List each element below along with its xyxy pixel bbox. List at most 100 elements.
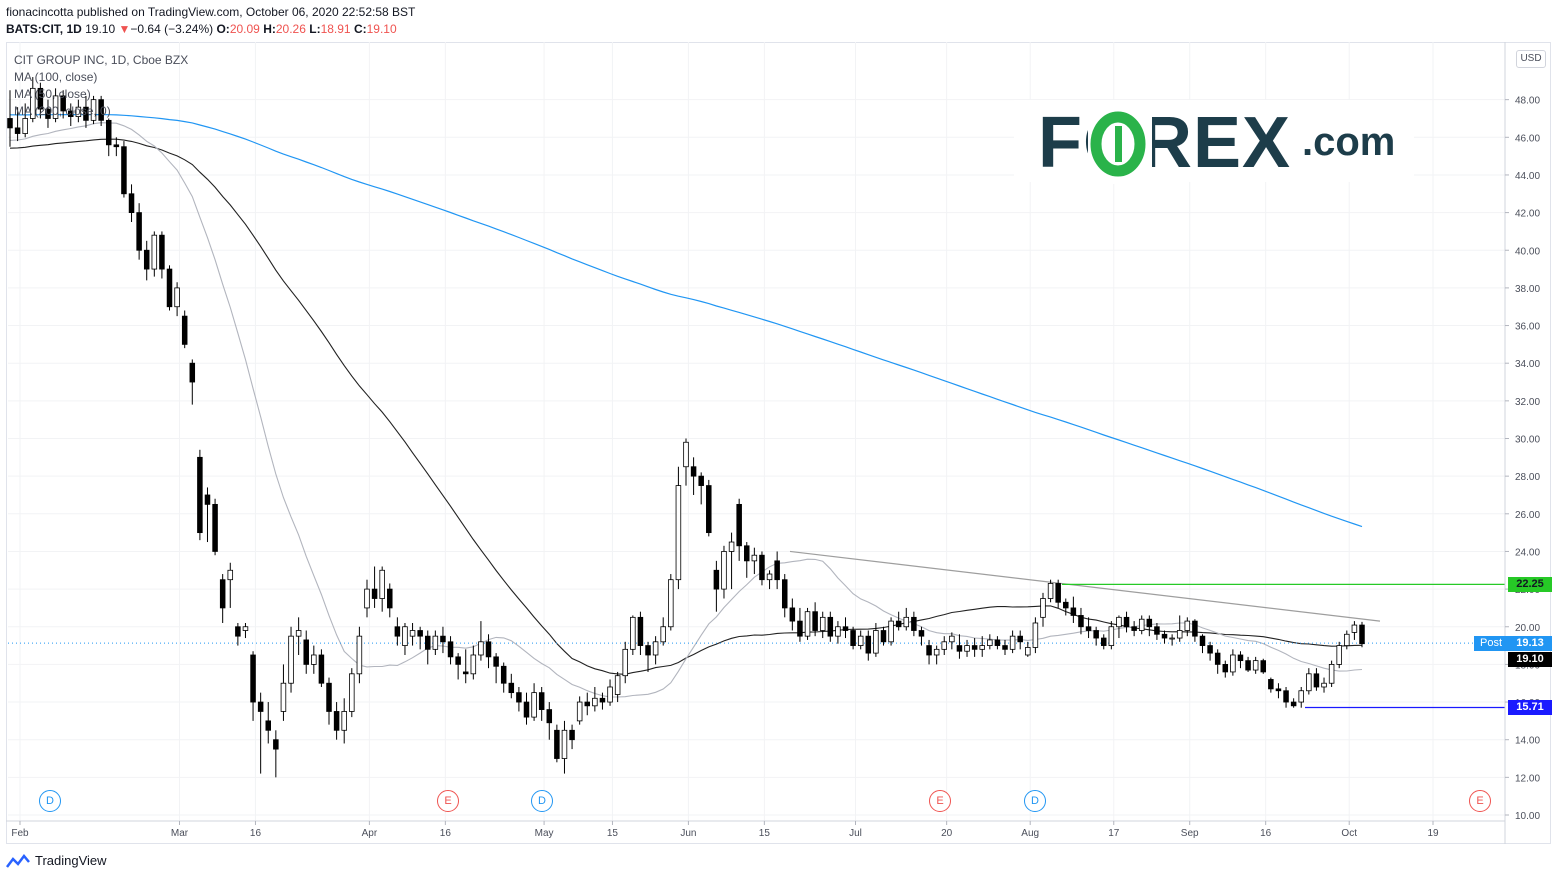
candle — [1237, 651, 1244, 669]
candle — [30, 77, 36, 123]
candle-body — [1283, 690, 1289, 703]
candle — [1154, 622, 1160, 640]
candle-body — [394, 626, 401, 637]
price-axis: 10.0012.0014.0016.0018.0020.0022.0024.00… — [1504, 42, 1540, 844]
candle — [987, 634, 993, 650]
candle-body — [90, 99, 97, 121]
y-tick-label: 28.00 — [1515, 472, 1540, 483]
candle-body — [1260, 660, 1267, 673]
candle-body — [683, 441, 689, 468]
candle-body — [197, 456, 203, 534]
x-tick-label: 16 — [440, 828, 452, 839]
candle — [1184, 617, 1191, 637]
candle-body — [812, 611, 818, 631]
candle-body — [956, 645, 963, 652]
candle-body — [250, 654, 256, 703]
candle-body — [987, 639, 993, 646]
x-tick-label: 20 — [941, 828, 953, 839]
candle-body — [546, 709, 553, 724]
candle — [1025, 641, 1031, 657]
legend-ma200[interactable]: MA (200, close, 0) — [14, 104, 111, 118]
candle — [143, 240, 150, 281]
candle-body — [189, 362, 196, 383]
candle-body — [941, 641, 948, 650]
dividend-marker-icon[interactable]: D — [531, 790, 553, 812]
currency-button[interactable]: USD — [1516, 50, 1546, 68]
candle — [531, 683, 537, 721]
candle — [273, 730, 279, 778]
x-tick-label: Aug — [1021, 828, 1039, 839]
candle-body — [303, 639, 309, 665]
earnings-marker-icon[interactable]: E — [929, 790, 951, 812]
candle-body — [83, 106, 89, 121]
ma200-line — [9, 122, 1363, 698]
candle-body — [30, 87, 36, 119]
candle-body — [288, 635, 294, 684]
candle-body — [500, 665, 507, 684]
candle — [979, 636, 985, 657]
candle-body — [326, 682, 332, 712]
candle-body — [1344, 633, 1350, 646]
candle-body — [128, 193, 135, 213]
candle — [660, 617, 666, 646]
candle — [857, 630, 864, 650]
candle-body — [599, 697, 606, 703]
candle — [903, 607, 910, 631]
candle — [98, 95, 104, 127]
candle-body — [371, 588, 378, 599]
candle — [189, 359, 196, 405]
candle — [668, 574, 674, 631]
candle-body — [675, 485, 682, 581]
candle — [462, 649, 469, 684]
candle — [736, 498, 742, 561]
candle-body — [174, 287, 180, 308]
candle-body — [630, 616, 636, 650]
candle-body — [1306, 673, 1312, 692]
y-tick-label: 10.00 — [1515, 811, 1540, 822]
candle — [751, 547, 758, 575]
high-value: 20.26 — [275, 22, 306, 36]
candle-body — [637, 616, 644, 646]
candle-body — [888, 620, 894, 643]
candle — [1138, 615, 1145, 635]
earnings-marker-icon[interactable]: E — [437, 790, 459, 812]
candle — [136, 203, 142, 260]
candle-body — [1245, 660, 1251, 671]
candle-body — [561, 729, 568, 759]
candle-body — [159, 234, 165, 270]
candle-body — [819, 616, 826, 631]
candle-body — [219, 579, 226, 609]
candle-body — [265, 720, 272, 731]
candle — [1055, 579, 1061, 608]
candle — [1070, 596, 1077, 623]
candle — [105, 118, 112, 157]
candle — [1214, 649, 1221, 674]
candle-body — [1131, 626, 1137, 631]
candle-body — [1055, 583, 1061, 603]
candle-body — [1063, 601, 1069, 609]
candle-body — [1252, 660, 1259, 671]
candle-body — [1032, 622, 1039, 648]
y-tick-label: 24.00 — [1515, 547, 1540, 558]
chart-frame[interactable] — [6, 42, 1551, 844]
candle-body — [493, 656, 499, 667]
publisher-line: fionacincotta published on TradingView.c… — [6, 5, 416, 19]
candle — [204, 487, 211, 543]
candle — [804, 607, 811, 640]
dividend-marker-icon[interactable]: D — [39, 790, 61, 812]
candle-body — [1230, 654, 1236, 673]
candle — [1290, 698, 1297, 708]
candle — [630, 615, 636, 655]
dividend-marker-icon[interactable]: D — [1024, 790, 1046, 812]
tradingview-footer[interactable]: TradingView — [6, 853, 107, 868]
legend-ma50[interactable]: MA (50, close) — [14, 87, 91, 101]
candle — [478, 621, 484, 661]
candle-body — [607, 686, 613, 703]
legend-ma100[interactable]: MA (100, close) — [14, 70, 98, 84]
candle-body — [1359, 624, 1365, 645]
earnings-marker-icon[interactable]: E — [1469, 790, 1491, 812]
x-tick-label: May — [535, 828, 554, 839]
candle — [128, 184, 135, 223]
ma50-line — [9, 138, 1363, 675]
